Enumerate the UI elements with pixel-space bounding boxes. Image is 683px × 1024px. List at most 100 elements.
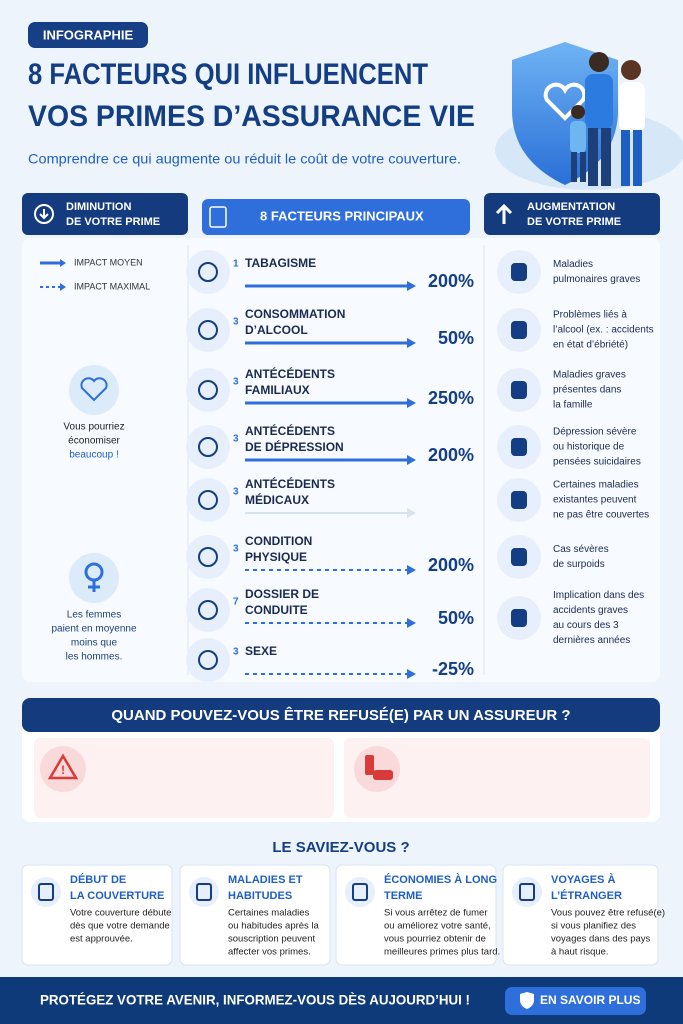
note-text: Les femmes [67, 610, 121, 621]
impact-value: 50% [438, 608, 474, 628]
footer-text: PROTÉGEZ VOTRE AVENIR, INFORMEZ-VOUS DÈS… [40, 992, 470, 1008]
drink-car-icon [365, 755, 374, 775]
risk-text: présentes dans [553, 385, 621, 396]
impact-value: 200% [428, 445, 474, 465]
note-text: paient en moyenne [51, 624, 137, 635]
impact-arrow-head [407, 669, 416, 679]
refusal-card [344, 738, 650, 818]
note-text: Vous pourriez [63, 422, 124, 433]
cta-button-bg[interactable] [505, 987, 646, 1015]
fact-icon [352, 883, 368, 901]
factor-name: TABAGISME [245, 256, 316, 270]
fact-icon [31, 877, 61, 907]
drink-car-icon [354, 746, 400, 792]
fact-text: voyages dans des pays [551, 934, 651, 945]
factor-icon [198, 437, 218, 457]
risk-text: au cours des 3 [553, 620, 619, 631]
factor-icon [198, 380, 218, 400]
warning-icon [47, 753, 79, 780]
factor-number: 1 [233, 259, 239, 270]
factor-number: 3 [233, 487, 239, 498]
risk-text: pulmonaires graves [553, 274, 640, 285]
risk-text: ne pas être couvertes [553, 510, 649, 521]
risk-text: ou historique de [553, 442, 625, 453]
impact-arrow-head [407, 618, 416, 628]
note-text: les hommes. [66, 652, 123, 663]
risk-text: dernières années [553, 635, 630, 646]
subtitle: Comprendre ce qui augmente ou réduit le … [28, 151, 461, 167]
factor-number: 3 [233, 434, 239, 445]
fact-icon [38, 883, 54, 901]
factor-name: CONDITION [245, 534, 312, 548]
up-icon [495, 203, 513, 224]
female-icon [69, 553, 119, 603]
fact-text: Votre couverture débute [70, 908, 171, 919]
drink-car-icon [373, 770, 393, 780]
fact-text: Si vous arrêtez de fumer [384, 908, 488, 919]
fact-text: Certaines maladies [228, 908, 310, 919]
factor-name: FAMILIAUX [245, 383, 310, 397]
impact-value: -25% [432, 659, 474, 679]
legend-arrow [60, 259, 66, 267]
badge [28, 22, 148, 48]
risk-text: existantes peuvent [553, 495, 637, 506]
factor-icon [186, 535, 230, 579]
factor-icon [186, 250, 230, 294]
risk-icon [511, 609, 527, 627]
fact-text: dès que votre demande [70, 921, 170, 932]
factor-number: 3 [233, 377, 239, 388]
cta-text[interactable]: EN SAVOIR PLUS [540, 993, 640, 1007]
factor-icon [186, 425, 230, 469]
note-text: moins que [71, 638, 118, 649]
cta-icon [520, 992, 534, 1009]
cta-button[interactable]: EN SAVOIR PLUS [505, 987, 646, 1015]
refusal-header [22, 698, 660, 732]
risk-icon [511, 491, 527, 509]
impact-value: 200% [428, 555, 474, 575]
factor-number: 3 [233, 544, 239, 555]
impact-arrow-head [407, 398, 416, 408]
risk-text: Dépression sévère [553, 427, 637, 438]
factor-name: DE DÉPRESSION [245, 439, 344, 454]
down-icon [34, 204, 54, 224]
title: 8 FACTEURS QUI INFLUENCENT [28, 58, 428, 91]
factor-icon [198, 650, 218, 670]
note-text: économiser [68, 436, 120, 447]
risk-icon [511, 438, 527, 456]
risk-text: Implication dans des [553, 590, 644, 601]
warning-icon: ! [61, 763, 65, 777]
risk-text: pensées suicidaires [553, 457, 641, 468]
risk-icon [511, 263, 527, 281]
fact-icon [196, 883, 212, 901]
warning-icon [40, 746, 86, 792]
factor-name: ANTÉCÉDENTS [245, 423, 335, 438]
fact-text: à haut risque. [551, 947, 609, 958]
risk-text: Maladies graves [553, 370, 626, 381]
left-header-text: DIMINUTION [66, 201, 131, 213]
impact-value: 50% [438, 328, 474, 348]
list-icon [209, 206, 227, 228]
factor-icon [186, 638, 230, 682]
factor-icon [198, 320, 218, 340]
fact-title: LA COUVERTURE [70, 890, 164, 902]
badge-text: INFOGRAPHIE [43, 27, 134, 42]
impact-arrow-head [407, 281, 416, 291]
risk-icon [511, 321, 527, 339]
factor-icon [186, 478, 230, 522]
right-header-text: AUGMENTATION [527, 201, 615, 213]
risk-text: l’alcool (ex. : accidents [553, 325, 654, 336]
factor-icon [198, 262, 218, 282]
heart-icon [69, 365, 119, 415]
facts-title: LE SAVIEZ-VOUS ? [272, 839, 409, 856]
fact-title: MALADIES ET [228, 874, 303, 886]
factor-name: MÉDICAUX [245, 492, 309, 507]
right-header-text: DE VOTRE PRIME [527, 216, 621, 228]
fact-icon [512, 877, 542, 907]
risk-text: Problèmes liés à [553, 310, 627, 321]
down-icon [39, 209, 49, 220]
factor-name: CONSOMMATION [245, 307, 345, 321]
fact-card [335, 864, 497, 966]
risk-text: Maladies [553, 259, 593, 270]
